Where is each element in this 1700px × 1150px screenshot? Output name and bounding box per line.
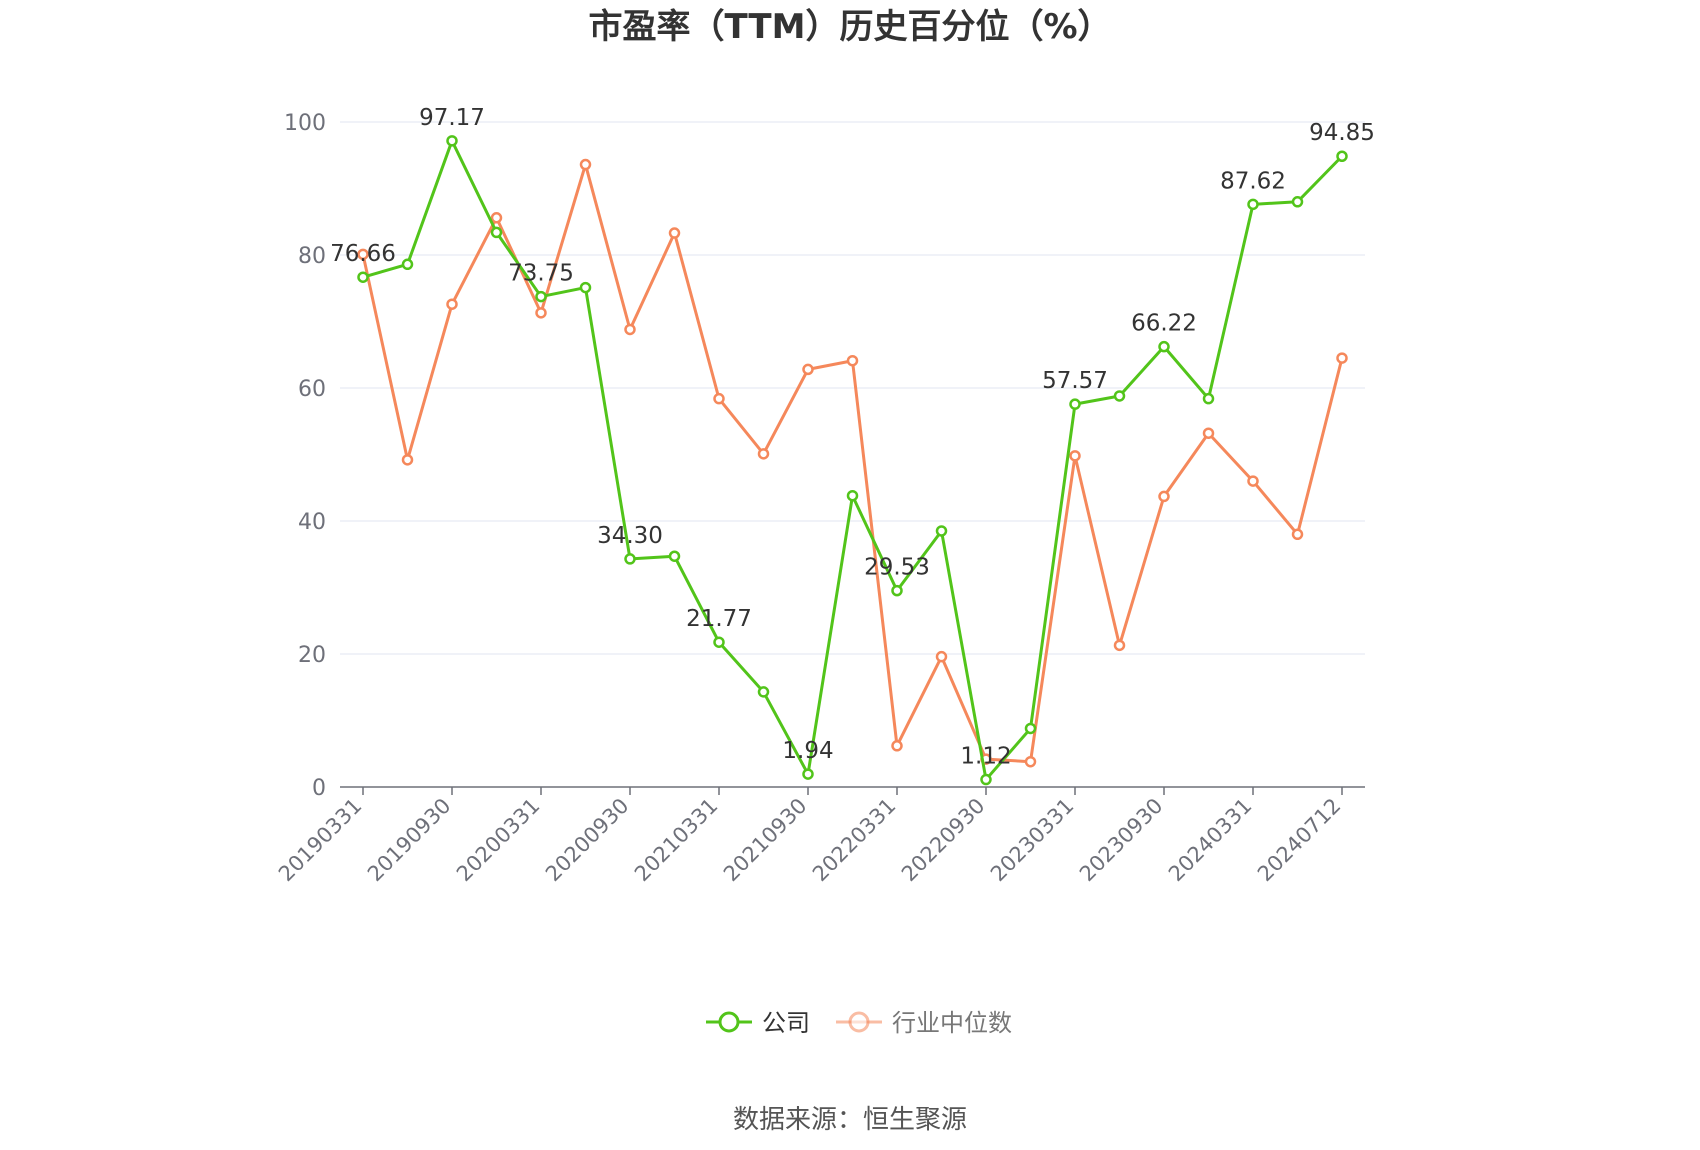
data-point — [446, 135, 458, 147]
data-point — [401, 454, 414, 466]
data-point — [846, 354, 859, 367]
x-tick-label: 20200331 — [452, 794, 545, 887]
data-point — [579, 281, 592, 294]
legend[interactable]: 公司 行业中位数 — [706, 1009, 1012, 1037]
legend-label: 公司 — [762, 1009, 810, 1037]
data-point — [535, 290, 547, 303]
y-tick-label: 100 — [284, 111, 326, 136]
data-point — [624, 323, 636, 336]
x-tick-label: 20190930 — [363, 794, 456, 887]
x-tick-label: 20230930 — [1075, 794, 1168, 887]
chart-title: 市盈率（TTM）历史百分位（%） — [588, 7, 1111, 47]
data-label: 94.85 — [1309, 120, 1375, 146]
data-point — [579, 158, 592, 171]
data-point — [846, 489, 859, 502]
data-point — [668, 227, 681, 239]
data-point — [1158, 340, 1170, 353]
data-point — [935, 525, 948, 537]
legend-item-1[interactable]: 行业中位数 — [836, 1009, 1012, 1037]
x-tick-label: 20220331 — [808, 794, 901, 887]
data-point — [1336, 150, 1348, 162]
data-point — [1113, 390, 1126, 402]
data-point — [891, 584, 903, 597]
data-point — [357, 248, 369, 261]
legend-marker-icon — [848, 1011, 870, 1033]
data-point — [980, 773, 992, 786]
data-point — [490, 212, 503, 224]
x-tick-label: 20240712 — [1253, 794, 1346, 887]
data-point — [668, 550, 681, 562]
data-label: 21.77 — [686, 606, 752, 632]
data-point — [935, 650, 948, 663]
series-line-0 — [362, 139, 1344, 782]
y-tick-label: 40 — [298, 510, 326, 535]
data-point — [490, 226, 503, 239]
data-point — [1247, 475, 1259, 487]
data-point — [357, 271, 369, 283]
data-point — [1069, 450, 1081, 462]
data-labels: 76.66 97.17 73.75 34.30 21.77 1.94 29.53 1.12 57… — [330, 105, 1375, 770]
data-point — [1158, 490, 1170, 503]
data-label: 29.53 — [864, 555, 930, 581]
y-tick-label: 60 — [298, 377, 326, 402]
data-point — [1113, 639, 1126, 652]
source-note: 数据来源：恒生聚源 — [733, 1105, 967, 1135]
data-point — [401, 258, 414, 271]
data-point — [1336, 352, 1348, 364]
x-tick-label: 20210331 — [630, 794, 723, 887]
y-tick-label: 80 — [298, 244, 326, 269]
data-point — [713, 392, 725, 405]
axes: 0 20 40 60 80 100 2019033120190930202003312020… — [274, 111, 1365, 886]
data-point — [1024, 722, 1037, 735]
x-tick-label: 20200930 — [541, 794, 634, 887]
data-point — [1247, 198, 1259, 211]
data-point — [891, 740, 903, 752]
data-point — [802, 363, 814, 376]
legend-label: 行业中位数 — [892, 1009, 1012, 1037]
data-point — [1202, 392, 1215, 405]
data-point — [757, 686, 770, 698]
data-label: 73.75 — [508, 261, 574, 287]
data-label: 34.30 — [597, 523, 663, 549]
x-tick-label: 20240331 — [1164, 794, 1257, 887]
data-point — [624, 553, 636, 565]
data-point — [713, 636, 725, 648]
x-tick-label: 20230331 — [986, 794, 1079, 887]
data-point — [757, 448, 770, 460]
legend-item-0[interactable]: 公司 — [706, 1009, 810, 1037]
data-label: 87.62 — [1220, 168, 1286, 194]
y-tick-label: 0 — [312, 776, 326, 801]
data-point — [1069, 398, 1081, 410]
data-label: 66.22 — [1131, 311, 1197, 337]
data-label: 57.57 — [1042, 368, 1108, 394]
data-label: 76.66 — [330, 241, 396, 267]
legend-marker-icon — [718, 1011, 740, 1033]
data-point — [535, 307, 547, 319]
x-tick-label: 20210930 — [719, 794, 812, 887]
data-label: 97.17 — [419, 105, 485, 131]
data-label: 1.12 — [960, 744, 1011, 770]
data-point — [1024, 755, 1037, 768]
data-point — [1202, 427, 1215, 439]
data-point — [1291, 528, 1304, 541]
series-lines — [357, 135, 1348, 786]
data-point — [802, 768, 814, 780]
x-tick-label: 20190331 — [274, 794, 367, 887]
data-point — [446, 298, 458, 310]
y-tick-label: 20 — [298, 643, 326, 668]
data-point — [1291, 196, 1304, 208]
x-tick-label: 20220930 — [897, 794, 990, 887]
data-label: 1.94 — [782, 738, 833, 764]
